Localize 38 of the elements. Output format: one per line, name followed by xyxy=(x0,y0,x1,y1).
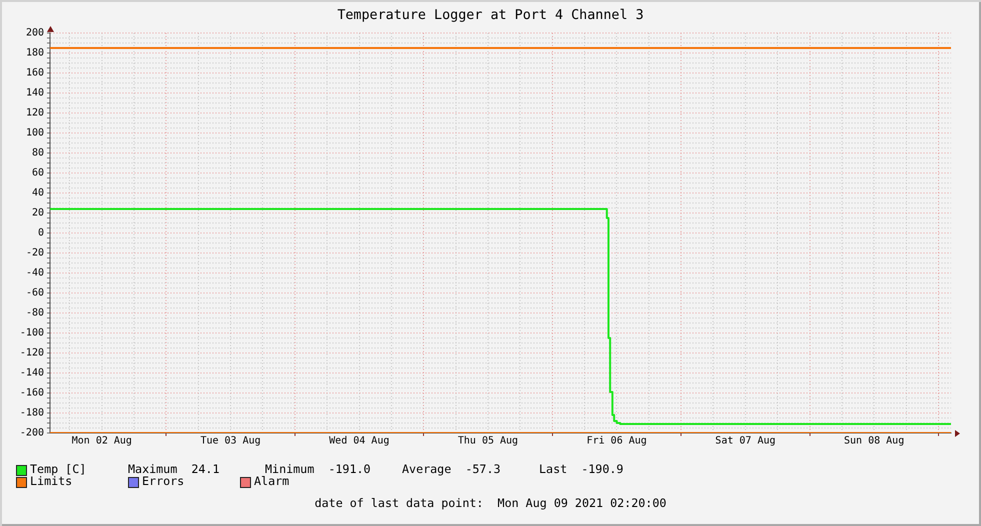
legend-label: Errors xyxy=(142,474,184,489)
legend-label: Temp [C] xyxy=(30,462,86,476)
y-tick-label: 140 xyxy=(26,88,44,99)
y-tick-label: 20 xyxy=(32,208,44,219)
text: Last -190.9 xyxy=(539,462,624,477)
text: Maximum 24.1 xyxy=(128,462,220,476)
y-tick-label: -80 xyxy=(26,308,44,319)
y-tick-label: -180 xyxy=(20,408,44,419)
y-tick-label: -40 xyxy=(26,268,44,279)
x-tick-label: Fri 06 Aug xyxy=(586,436,647,447)
x-tick-label: Tue 03 Aug xyxy=(200,436,261,447)
legend-label: Limits xyxy=(30,474,72,489)
y-tick-label: -160 xyxy=(20,388,44,399)
y-tick-label: -140 xyxy=(20,368,44,379)
y-tick-label: 60 xyxy=(32,168,44,179)
chart-title: Temperature Logger at Port 4 Channel 3 xyxy=(337,8,644,23)
x-tick-label: Sat 07 Aug xyxy=(715,436,776,447)
text: Average -57.3 xyxy=(402,462,501,477)
y-tick-label: 40 xyxy=(32,188,44,199)
y-tick-label: -60 xyxy=(26,288,44,299)
y-tick-label: 80 xyxy=(32,148,44,159)
x-tick-label: Thu 05 Aug xyxy=(458,436,518,447)
y-tick-label: 200 xyxy=(26,28,44,39)
x-tick-label: Mon 02 Aug xyxy=(72,436,132,447)
y-tick-label: 100 xyxy=(26,128,44,139)
y-tick-label: 180 xyxy=(26,48,44,59)
y-tick-label: -200 xyxy=(20,428,44,439)
text: Minimum -191.0 xyxy=(265,462,371,476)
y-tick-label: 0 xyxy=(38,228,44,239)
y-tick-label: -20 xyxy=(26,248,44,259)
y-tick-label: -120 xyxy=(20,348,44,359)
y-tick-label: 160 xyxy=(26,68,44,79)
x-tick-label: Wed 04 Aug xyxy=(329,436,390,447)
x-tick-label: Sun 08 Aug xyxy=(844,436,904,447)
y-tick-label: -100 xyxy=(20,328,44,339)
y-tick-label: 120 xyxy=(26,108,44,119)
legend-label: Alarm xyxy=(254,474,290,489)
text: date of last data point: Mon Aug 09 2021 02:20:00 xyxy=(314,496,666,510)
